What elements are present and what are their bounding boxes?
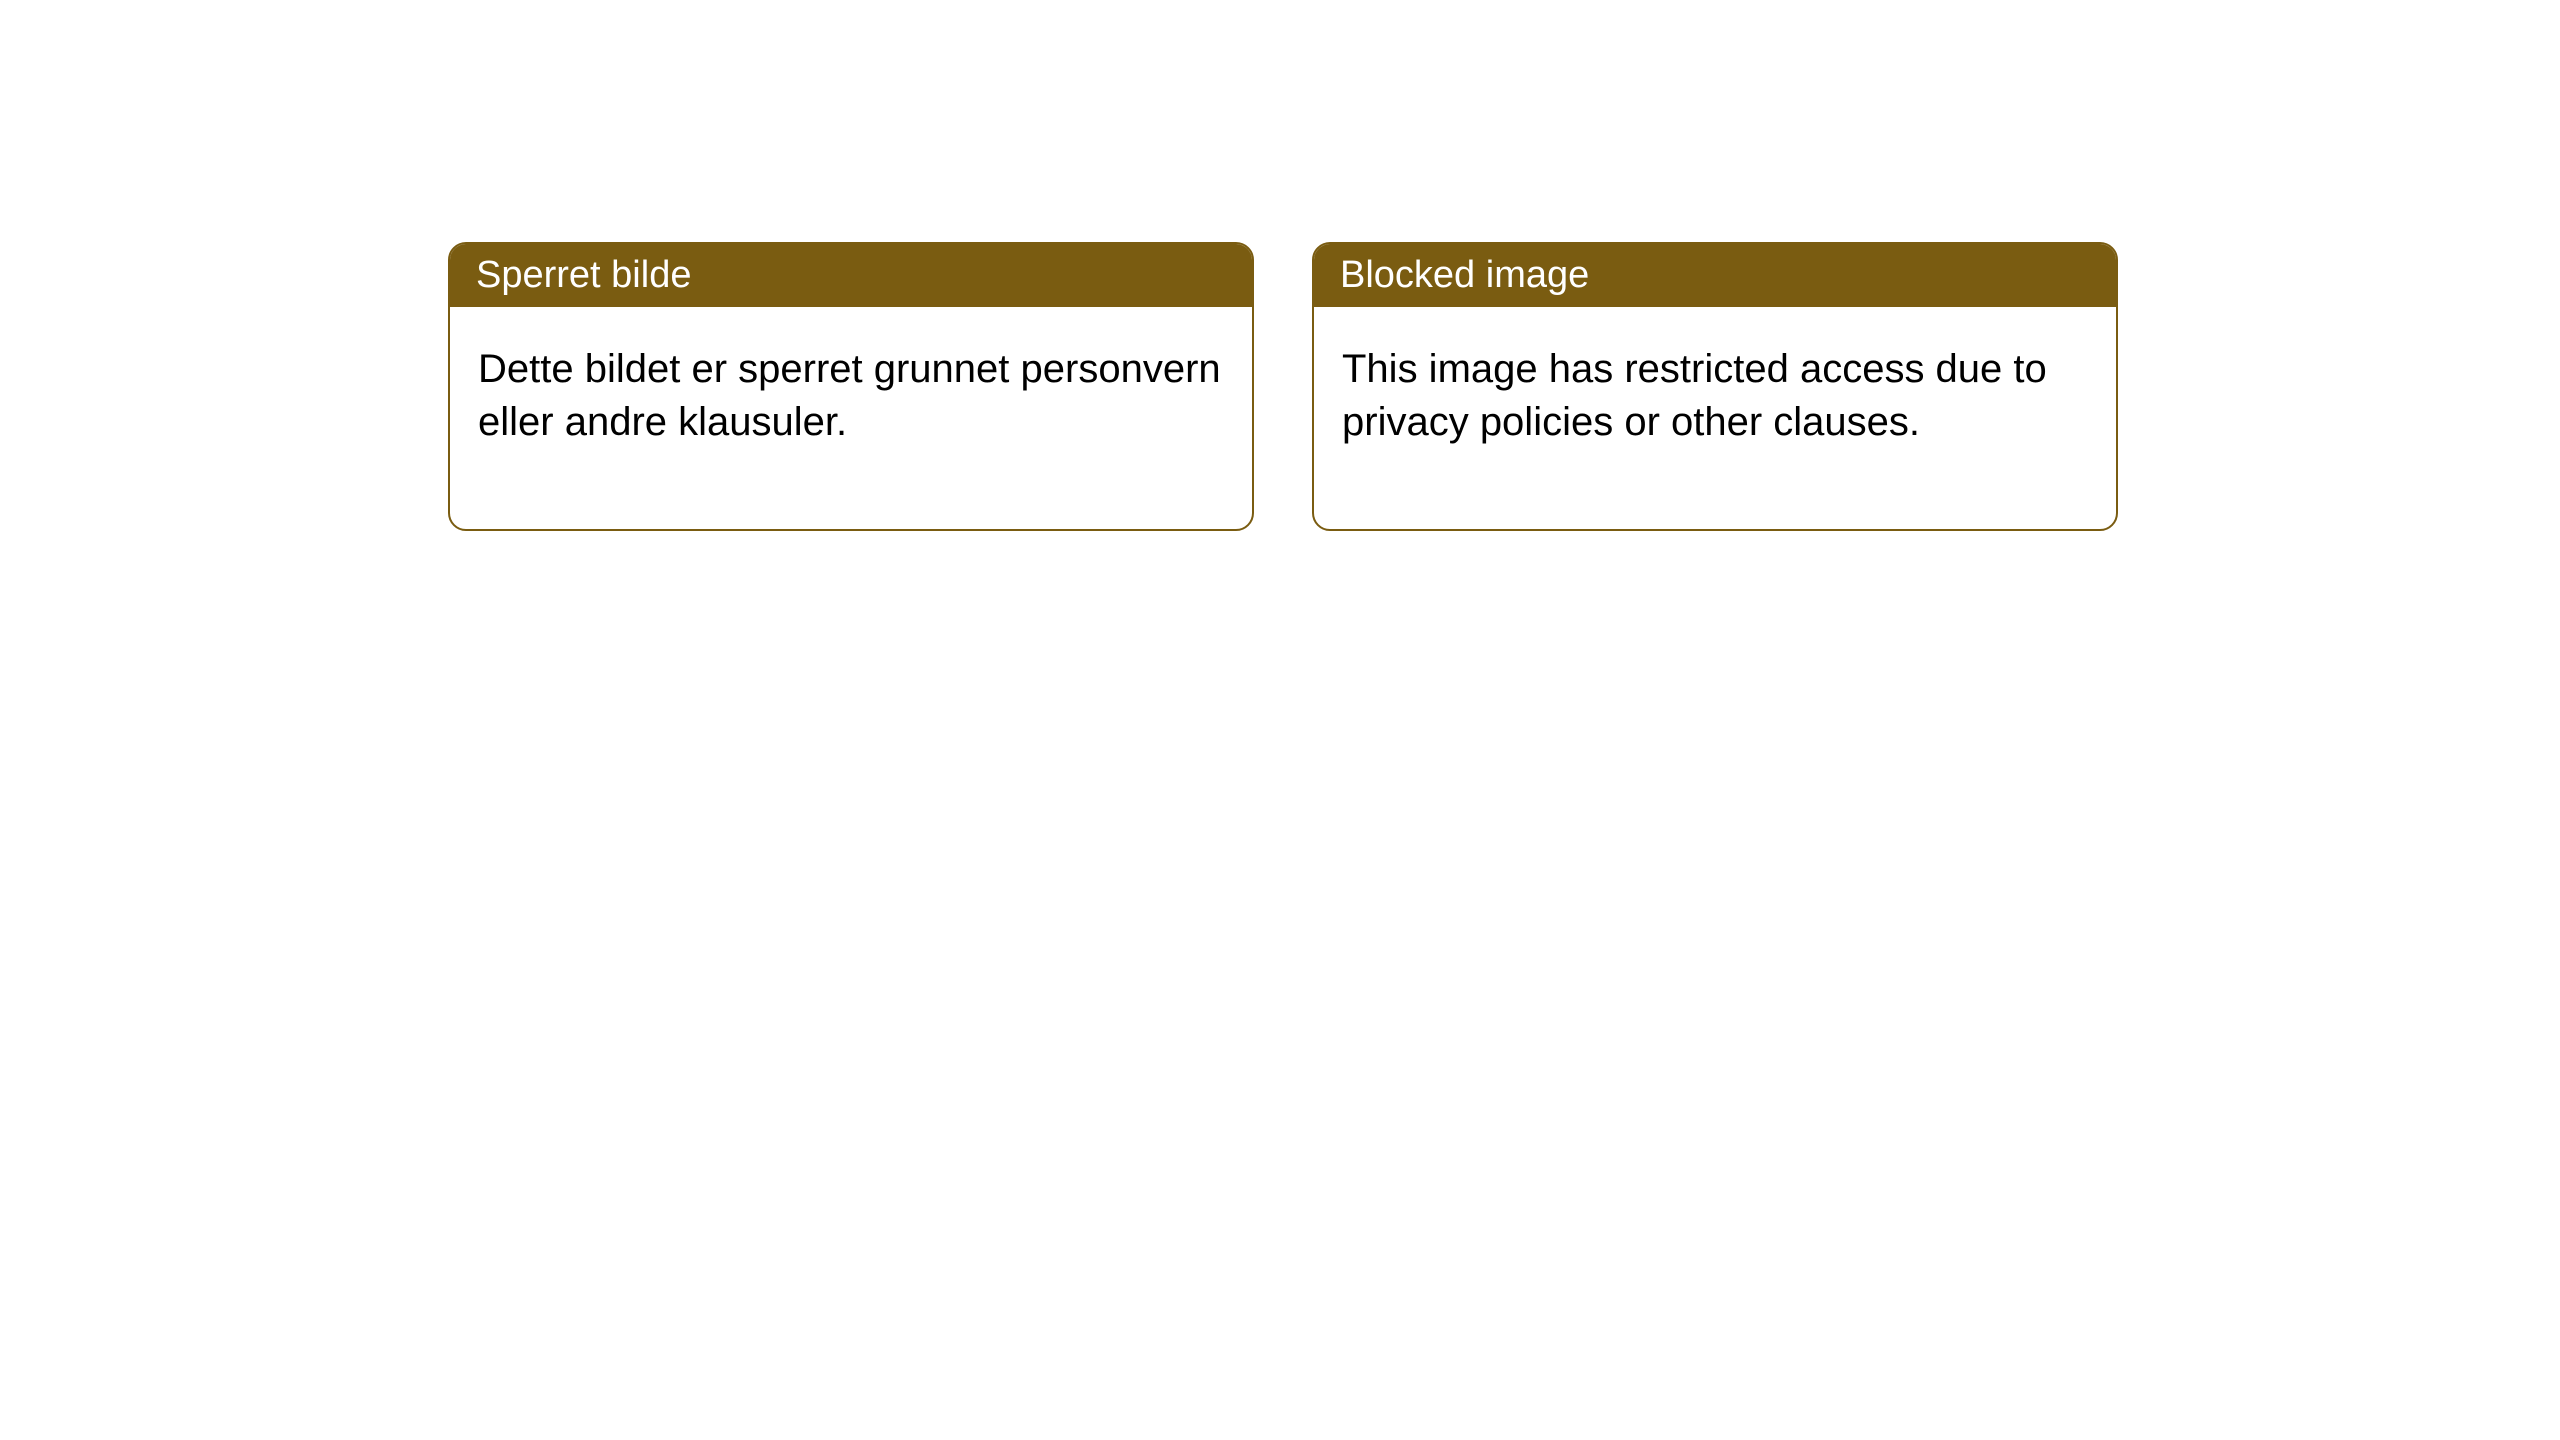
notice-card-text: This image has restricted access due to … — [1342, 347, 2047, 444]
notice-cards-container: Sperret bilde Dette bildet er sperret gr… — [448, 242, 2118, 531]
notice-card-body: This image has restricted access due to … — [1314, 307, 2116, 529]
notice-card-no: Sperret bilde Dette bildet er sperret gr… — [448, 242, 1254, 531]
notice-card-text: Dette bildet er sperret grunnet personve… — [478, 347, 1221, 444]
notice-card-en: Blocked image This image has restricted … — [1312, 242, 2118, 531]
notice-card-header: Blocked image — [1314, 244, 2116, 307]
notice-card-title: Sperret bilde — [476, 254, 691, 296]
notice-card-body: Dette bildet er sperret grunnet personve… — [450, 307, 1252, 529]
notice-card-title: Blocked image — [1340, 254, 1589, 296]
notice-card-header: Sperret bilde — [450, 244, 1252, 307]
